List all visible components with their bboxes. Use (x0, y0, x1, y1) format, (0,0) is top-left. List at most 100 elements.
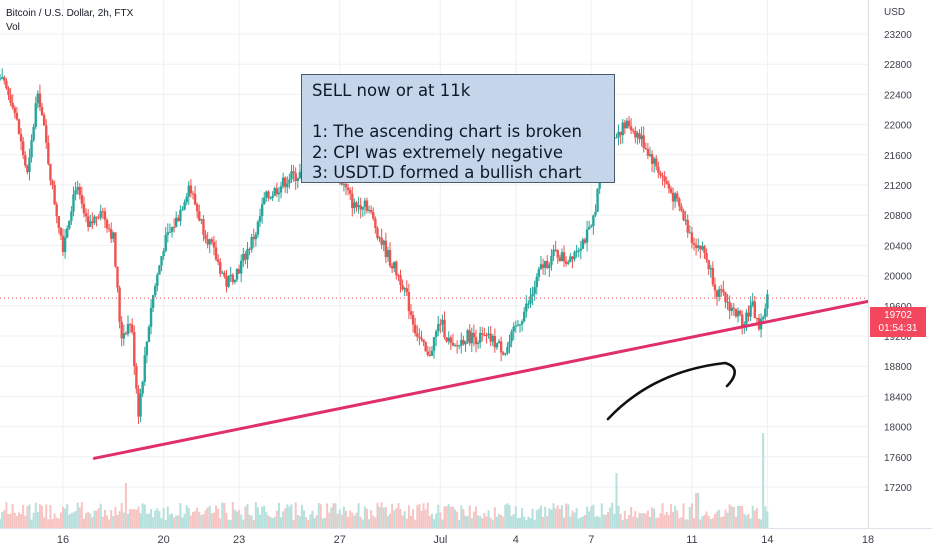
candle-body (510, 331, 513, 342)
volume-bar (686, 519, 689, 528)
volume-bar (495, 516, 498, 528)
candle-body (189, 185, 193, 194)
volume-bar (5, 502, 8, 528)
volume-bar (221, 502, 224, 528)
volume-bar (137, 506, 140, 528)
volume-bar (579, 517, 582, 528)
volume-bar (93, 510, 96, 528)
volume-bar (556, 505, 559, 528)
volume-bar (372, 515, 375, 528)
candle-body (573, 252, 576, 260)
last-price-badge: 19702 01:54:31 (870, 307, 926, 337)
volume-bar (565, 503, 568, 528)
candle-body (447, 337, 450, 342)
volume-bar (106, 515, 109, 528)
candle-body (502, 352, 505, 355)
candle-body (95, 216, 98, 218)
volume-bar (678, 518, 681, 528)
candle-body (577, 250, 580, 252)
volume-bar (248, 514, 251, 528)
volume-bar (30, 519, 33, 528)
volume-bar (680, 517, 683, 528)
candle-body (149, 307, 153, 327)
volume-bar (49, 505, 52, 528)
volume-bar (38, 504, 41, 528)
volume-bar (623, 510, 626, 528)
candle-body (68, 220, 71, 229)
volume-bar (732, 506, 735, 528)
candle-body (514, 325, 518, 327)
volume-bar (443, 506, 446, 528)
candle-body (499, 341, 503, 353)
candle-body (206, 239, 209, 245)
candle-body (657, 166, 660, 173)
volume-bar (202, 514, 205, 528)
candle-body (139, 393, 142, 417)
volume-bar (552, 503, 555, 528)
volume-bar (363, 506, 366, 528)
volume-bar (368, 519, 371, 528)
volume-bar (428, 516, 431, 528)
volume-bar (353, 515, 356, 528)
candle-body (248, 248, 251, 250)
volume-bar (51, 519, 54, 528)
volume-bar (613, 513, 616, 528)
candle-body (239, 260, 243, 274)
volume-bar (462, 509, 465, 528)
volume-bars (0, 433, 769, 528)
candle-body (751, 301, 754, 306)
volume-bar (97, 508, 100, 528)
candle-body (214, 247, 218, 260)
candle-body (445, 337, 448, 342)
candle-body (45, 125, 48, 143)
candle-body (74, 190, 77, 195)
candle-body (703, 246, 706, 254)
volume-bar (435, 513, 438, 528)
currency-label: USD (884, 7, 905, 18)
volume-bar (437, 504, 440, 528)
volume-bar (189, 515, 192, 528)
candle-body (118, 287, 121, 322)
support-trendline[interactable] (92, 286, 932, 460)
candle-body (734, 308, 738, 317)
candle-body (367, 209, 371, 211)
candle-body (732, 307, 736, 309)
volume-bar (483, 513, 486, 528)
volume-bar (145, 513, 148, 528)
candle-body (535, 276, 538, 288)
candle-body (116, 266, 119, 288)
volume-bar (204, 510, 207, 528)
candle-body (411, 314, 415, 325)
candle-body (372, 212, 375, 219)
candle-body (78, 187, 81, 195)
candle-body (208, 239, 211, 245)
hand-drawn-arrow[interactable] (606, 361, 736, 421)
volume-bar (617, 505, 620, 528)
candle-body (642, 135, 645, 149)
candle-body (271, 195, 274, 198)
y-tick-label: 18400 (884, 392, 912, 403)
volume-bar (535, 510, 538, 528)
bar-countdown: 01:54:31 (878, 323, 918, 334)
candle-body (634, 130, 637, 138)
candle-body (158, 265, 161, 275)
candle-body (460, 339, 463, 346)
volume-bar (619, 514, 622, 528)
candle-body (267, 191, 270, 198)
candle-body (648, 154, 652, 156)
candle-body (552, 249, 555, 256)
volume-bar (95, 510, 98, 528)
candle-body (135, 366, 138, 389)
annotation-line-1: SELL now or at 11k (312, 81, 471, 100)
volume-bar (458, 519, 461, 528)
candle-body (263, 197, 266, 205)
annotation-callout[interactable]: SELL now or at 11k 1: The ascending char… (301, 74, 615, 183)
candle-body (556, 250, 559, 258)
volume-bar (588, 511, 591, 528)
volume-bar (68, 514, 71, 528)
volume-bar (741, 506, 744, 528)
volume-bar (374, 517, 377, 528)
candle-body (667, 183, 671, 189)
volume-bar (667, 515, 670, 528)
volume-bar (355, 512, 358, 528)
